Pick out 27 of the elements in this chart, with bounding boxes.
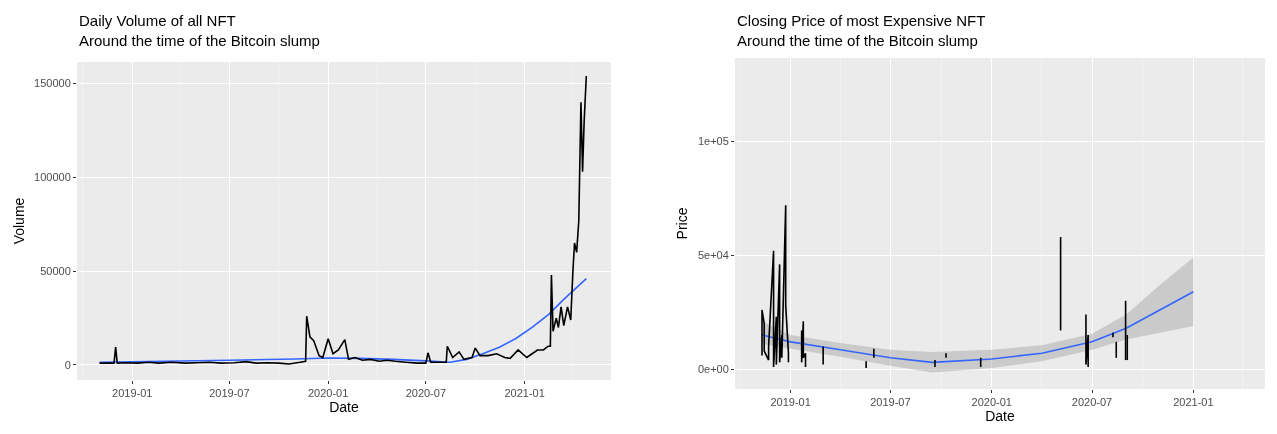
y-tick-label: 0e+00 [697, 363, 729, 376]
x-tick-label: 2019-01 [770, 396, 811, 409]
x-tick-label: 2019-07 [209, 387, 250, 400]
chart-title: Closing Price of most Expensive NFT [737, 12, 986, 29]
y-tick-label: 0 [64, 358, 71, 371]
chart-subtitle: Around the time of the Bitcoin slump [79, 32, 320, 49]
line-series [98, 277, 588, 363]
x-tick-label: 2019-01 [112, 387, 153, 400]
y-axis-title: Volume [10, 197, 27, 245]
x-tick-label: 2020-01 [971, 396, 1012, 409]
chart-subtitle: Around the time of the Bitcoin slump [737, 32, 978, 49]
line-series [98, 75, 588, 365]
y-tick-label: 5e+04 [697, 249, 729, 262]
x-axis-title: Date [329, 399, 359, 416]
x-tick-label: 2021-01 [504, 387, 545, 400]
x-tick-label: 2020-07 [405, 387, 447, 400]
y-axis-title: Price [674, 207, 691, 240]
x-axis-title: Date [985, 408, 1015, 425]
chart-title: Daily Volume of all NFT [79, 12, 236, 29]
x-tick-label: 2021-01 [1173, 396, 1214, 409]
y-tick-label: 150000 [34, 77, 71, 90]
y-tick-label: 100000 [34, 171, 71, 184]
y-tick-label: 50000 [40, 265, 71, 278]
y-tick-label: 1e+05 [697, 135, 729, 148]
x-tick-label: 2019-07 [870, 396, 911, 409]
x-tick-label: 2020-01 [307, 387, 349, 400]
x-tick-label: 2020-07 [1071, 396, 1113, 409]
